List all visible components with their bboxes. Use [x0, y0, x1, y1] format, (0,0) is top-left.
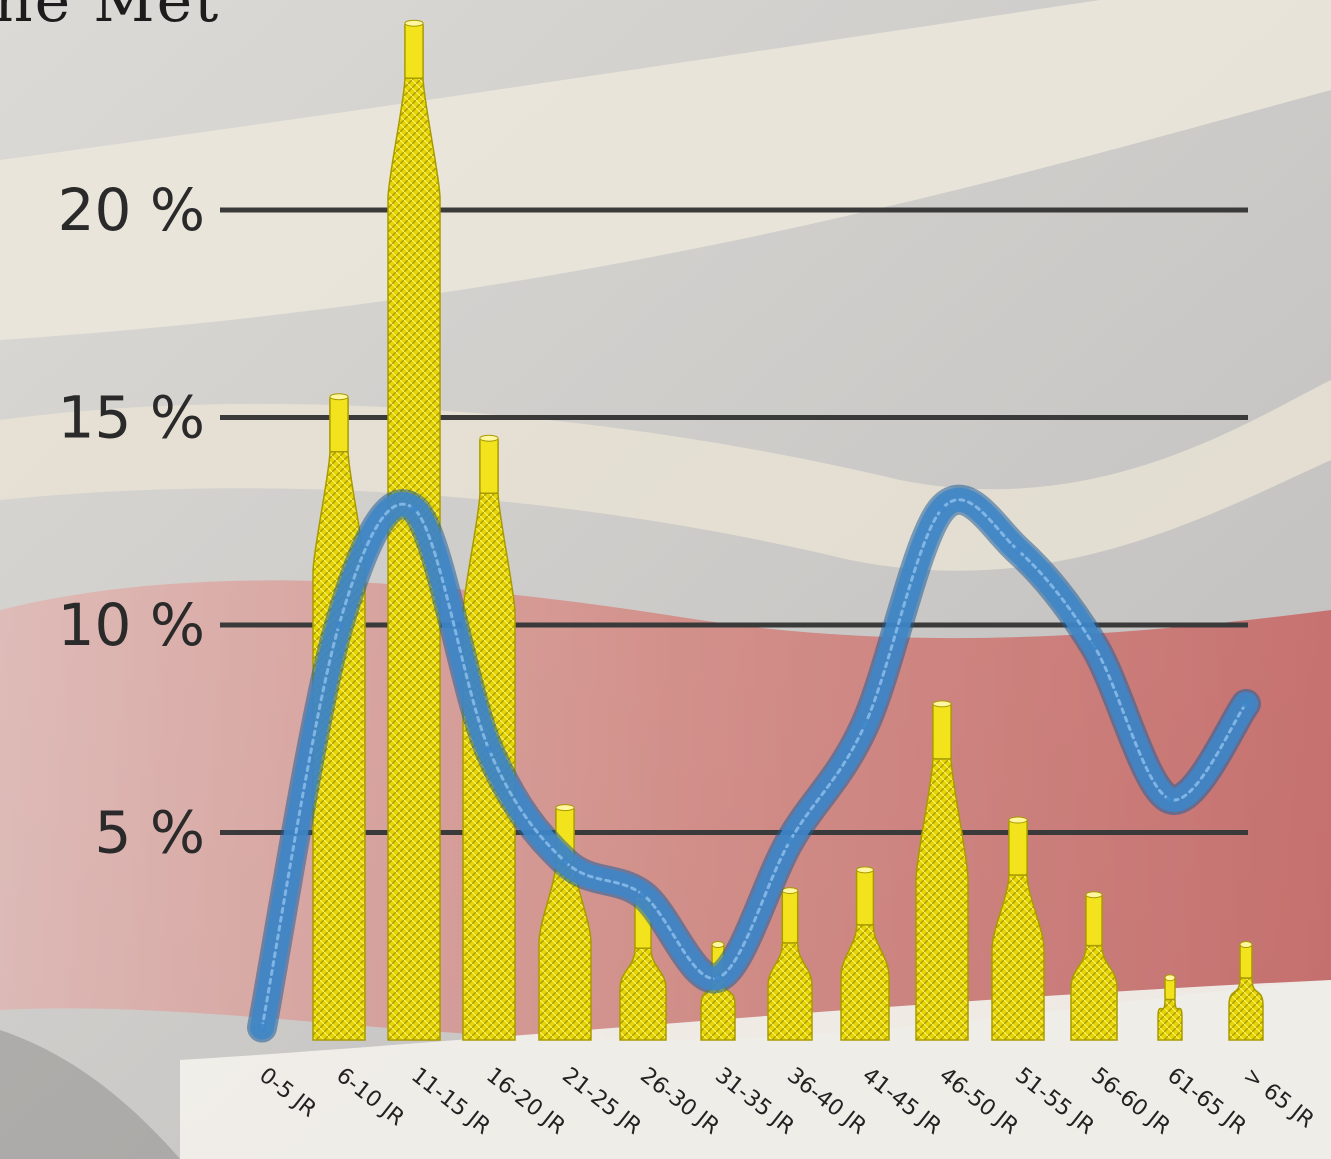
x-tick-label: 0-5 JR	[254, 1063, 320, 1123]
x-tick-label: 21-25 JR	[557, 1063, 645, 1140]
x-tick-label: 26-30 JR	[635, 1063, 723, 1140]
x-tick-label: 56-60 JR	[1086, 1063, 1174, 1140]
x-tick-label: 36-40 JR	[782, 1063, 870, 1140]
line-point	[335, 621, 343, 629]
y-tick-label: 10 %	[58, 591, 205, 659]
line-point	[561, 857, 569, 866]
line-point	[258, 1023, 266, 1032]
bar	[1228, 941, 1264, 1041]
bar	[840, 866, 890, 1041]
x-tick-label: 46-50 JR	[934, 1063, 1022, 1140]
bar	[1070, 891, 1118, 1041]
x-tick-label: > 65 JR	[1238, 1063, 1318, 1133]
bar	[387, 19, 441, 1041]
x-tick-label: 51-55 JR	[1010, 1063, 1098, 1140]
bar	[1157, 974, 1183, 1041]
y-tick-label: 5 %	[95, 799, 205, 867]
line-point	[1166, 795, 1174, 804]
y-tick-label: 20 %	[58, 176, 205, 244]
x-tick-label: 11-15 JR	[406, 1063, 494, 1140]
chart-title-fragment: ne Met	[0, 0, 221, 36]
x-tick-label: 6-10 JR	[331, 1063, 408, 1131]
line-point	[485, 745, 493, 754]
y-axis-ticks: 5 % 10 % 15 % 20 %	[58, 176, 205, 867]
bar	[915, 700, 969, 1041]
line-series-texture	[260, 498, 1248, 1030]
line-point	[861, 720, 869, 729]
y-tick-label: 15 %	[58, 384, 205, 452]
x-tick-label: 41-45 JR	[857, 1063, 945, 1140]
line-point	[1090, 641, 1098, 650]
background-cream-band	[0, 0, 1331, 340]
x-tick-label: 16-20 JR	[481, 1063, 569, 1140]
bar-series	[312, 19, 1264, 1041]
line-point	[639, 890, 647, 899]
bar	[767, 887, 813, 1041]
bar	[991, 816, 1045, 1041]
line-point	[410, 504, 418, 513]
line-point	[786, 836, 794, 845]
line-point	[1014, 546, 1022, 555]
x-tick-label: 31-35 JR	[710, 1063, 798, 1140]
line-point	[714, 973, 722, 982]
line-series	[247, 484, 1261, 1043]
background-shadow	[0, 1030, 180, 1159]
line-point	[1242, 699, 1250, 708]
line-point	[938, 504, 946, 513]
x-tick-label: 61-65 JR	[1162, 1063, 1250, 1140]
